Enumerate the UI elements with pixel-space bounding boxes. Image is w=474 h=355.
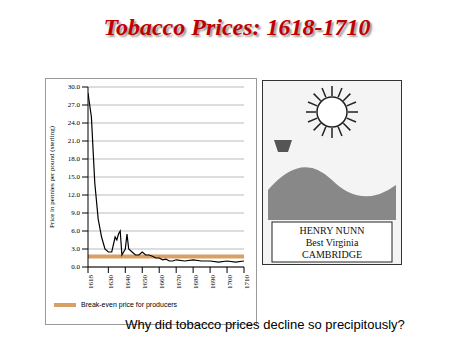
svg-text:1660: 1660 [158,275,166,290]
svg-text:9.0: 9.0 [71,209,80,217]
svg-text:1710: 1710 [243,275,251,290]
svg-text:30.0: 30.0 [68,83,81,91]
svg-text:1630: 1630 [107,275,115,290]
svg-text:21.0: 21.0 [68,137,81,145]
svg-text:18.0: 18.0 [68,155,81,163]
svg-text:0.0: 0.0 [71,263,80,271]
svg-text:12.0: 12.0 [68,191,81,199]
svg-text:1680: 1680 [192,275,200,290]
html-text:Tobacco Prices: 1618-1710: Tobacco Prices: 1618-1710 [103,14,371,40]
svg-text:Best Virginia: Best Virginia [306,237,359,248]
svg-text:1700: 1700 [226,275,234,290]
svg-text:1690: 1690 [209,275,217,290]
svg-text:24.0: 24.0 [68,119,81,127]
svg-text:1670: 1670 [175,275,183,290]
svg-text:HENRY NUNN: HENRY NUNN [300,225,365,236]
svg-text:6.0: 6.0 [71,227,80,235]
svg-text:3.0: 3.0 [71,245,80,253]
svg-text:1650: 1650 [141,275,149,290]
svg-text:15.0: 15.0 [68,173,81,181]
svg-text:CAMBRIDGE: CAMBRIDGE [302,249,362,260]
svg-text:Price in pennies per pound (st: Price in pennies per pound (sterling) [48,125,56,228]
html-text:Break-even price for producers: Break-even price for producers [81,301,178,308]
svg-text:27.0: 27.0 [68,101,81,109]
svg-text:1640: 1640 [124,275,132,290]
svg-text:1618: 1618 [87,275,95,290]
html-text:Why did tobacco prices decline: Why did tobacco prices decline so precip… [125,317,405,332]
